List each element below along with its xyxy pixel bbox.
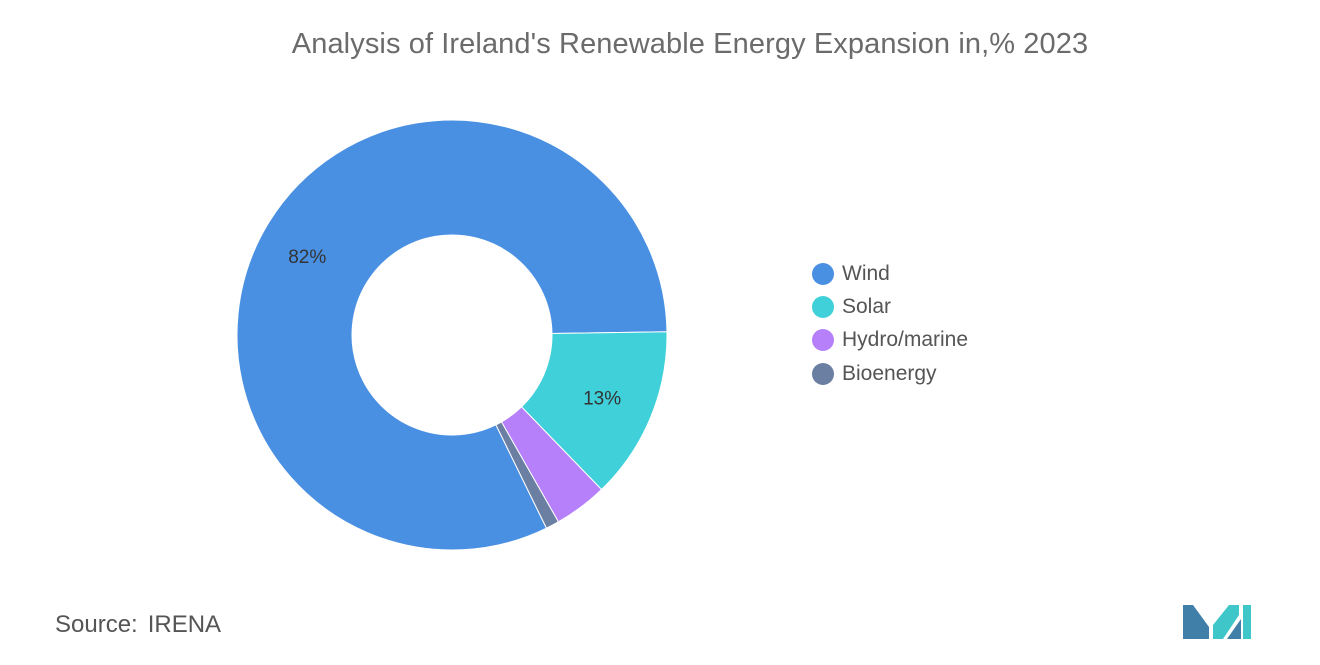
legend-label: Wind (842, 261, 890, 285)
donut-data-labels: 82% 13% (288, 247, 621, 409)
source-note: Source: IRENA (55, 611, 221, 639)
legend-swatch (812, 329, 834, 352)
legend-item-wind: Wind (812, 257, 968, 290)
legend-item-bioenergy: Bioenergy (812, 357, 968, 390)
legend-label: Hydro/marine (842, 328, 969, 352)
slice-wind (236, 119, 668, 551)
chart-legend: Wind Solar Hydro/marine Bioenergy (812, 257, 968, 390)
legend-swatch (812, 362, 834, 385)
legend-label: Solar (842, 294, 892, 318)
slice-bioenergy (495, 421, 560, 529)
legend-swatch (812, 295, 834, 318)
legend-item-hydro-marine: Hydro/marine (812, 324, 968, 357)
data-label-solar: 13% (583, 388, 621, 409)
source-value: IRENA (147, 611, 222, 638)
slice-solar (520, 331, 668, 491)
legend-label: Bioenergy (842, 361, 937, 385)
legend-swatch (812, 262, 834, 285)
chart-title: Analysis of Ireland's Renewable Energy E… (291, 28, 1089, 60)
mordor-logo-icon (1183, 605, 1251, 639)
legend-item-solar: Solar (812, 290, 968, 323)
data-label-wind: 82% (288, 247, 326, 268)
donut-slices (236, 119, 668, 551)
source-label: Source: (55, 611, 138, 638)
